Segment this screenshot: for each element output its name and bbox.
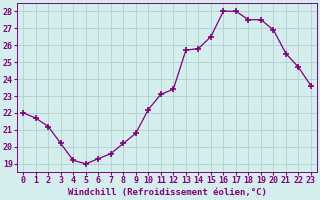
X-axis label: Windchill (Refroidissement éolien,°C): Windchill (Refroidissement éolien,°C) <box>68 188 267 197</box>
